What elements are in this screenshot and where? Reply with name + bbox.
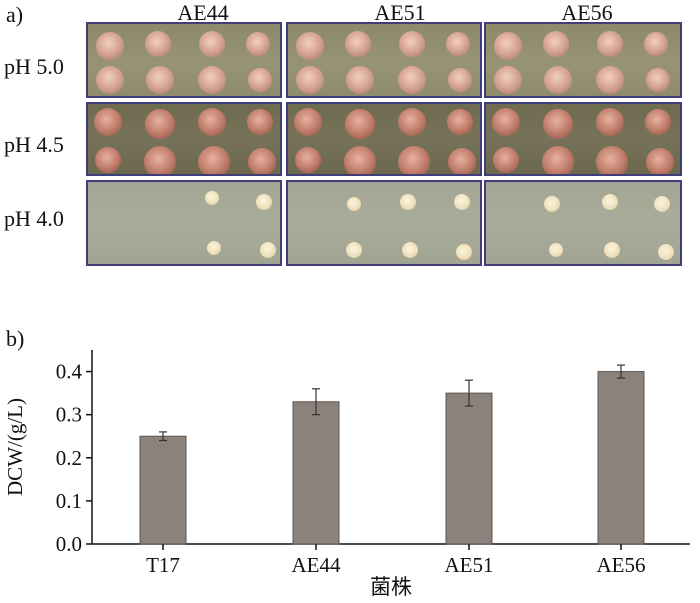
colony-spot: [596, 146, 628, 174]
colony-spot: [248, 68, 272, 92]
colony-spot: [146, 66, 174, 94]
colony-spot: [345, 109, 375, 139]
colony-spot: [296, 32, 324, 60]
colony-spot: [492, 108, 520, 136]
colony-spot: [346, 66, 374, 94]
colony-spot: [198, 108, 226, 136]
y-tick-label: 0.4: [56, 360, 83, 384]
colony-spot: [347, 197, 361, 211]
row-label-ph45: pH 4.5: [4, 132, 64, 157]
colony-spot: [248, 148, 276, 174]
colony-spot: [94, 108, 122, 136]
colony-spot: [454, 194, 470, 210]
colony-spot: [543, 31, 569, 57]
panel-b-label: b): [6, 326, 25, 351]
x-axis-title: 菌株: [370, 575, 412, 599]
spot-assay-grid: [86, 18, 682, 270]
row-label-ph50: pH 5.0: [4, 54, 64, 79]
colony-spot: [96, 66, 124, 94]
colony-spot: [542, 146, 574, 174]
colony-spot: [644, 32, 668, 56]
colony-spot: [199, 31, 225, 57]
column-header-ae51: AE51: [374, 0, 426, 25]
plate-ph45-ae44: [86, 102, 282, 176]
colony-spot: [447, 109, 473, 135]
colony-spot: [456, 244, 472, 260]
colony-spot: [145, 109, 175, 139]
x-tick-label: AE44: [292, 553, 341, 577]
colony-spot: [260, 242, 276, 258]
plate-ph50-ae56: [484, 22, 682, 98]
colony-spot: [646, 68, 670, 92]
colony-spot: [604, 242, 620, 258]
plate-ph40-ae51: [286, 180, 482, 266]
colony-spot: [544, 66, 572, 94]
colony-spot: [446, 32, 470, 56]
y-tick-label: 0.3: [56, 403, 82, 427]
colony-spot: [344, 146, 376, 174]
colony-spot: [398, 66, 426, 94]
y-axis-title: DCW/(g/L): [3, 398, 27, 496]
bar-t17: [139, 435, 187, 545]
colony-spot: [646, 148, 674, 174]
colony-spot: [295, 147, 321, 173]
dcw-bar-chart: 0.0 0.1 0.2 0.3 0.4 T17 AE44 AE51 AE56 菌株 DCW/(g/L…: [3, 350, 690, 599]
colony-spot: [207, 241, 221, 255]
bar-ae51: [445, 392, 493, 545]
colony-spot: [448, 148, 476, 174]
colony-spot: [144, 146, 176, 174]
plate-ph50-ae44: [86, 22, 282, 98]
colony-spot: [398, 146, 430, 174]
colony-spot: [294, 108, 322, 136]
colony-spot: [402, 242, 418, 258]
panel-a-label: a): [6, 2, 24, 27]
colony-spot: [494, 32, 522, 60]
colony-spot: [247, 109, 273, 135]
bar-ae44: [292, 401, 340, 545]
colony-spot: [645, 109, 671, 135]
colony-spot: [596, 108, 624, 136]
colony-spot: [543, 109, 573, 139]
colony-spot: [602, 194, 618, 210]
y-tick-label: 0.1: [56, 489, 82, 513]
plate-ph50-ae51: [286, 22, 482, 98]
y-tick-label: 0.2: [56, 446, 82, 470]
colony-spot: [346, 242, 362, 258]
colony-spot: [596, 66, 624, 94]
plate-ph40-ae44: [86, 180, 282, 266]
colony-spot: [493, 147, 519, 173]
colony-spot: [296, 66, 324, 94]
colony-spot: [400, 194, 416, 210]
plate-ph45-ae56: [484, 102, 682, 176]
colony-spot: [198, 146, 230, 174]
colony-spot: [549, 243, 563, 257]
colony-spot: [205, 191, 219, 205]
colony-spot: [658, 244, 674, 260]
plate-ph45-ae51: [286, 102, 482, 176]
plate-ph40-ae56: [484, 180, 682, 266]
colony-spot: [494, 66, 522, 94]
colony-spot: [256, 194, 272, 210]
bar-ae56: [597, 371, 645, 545]
colony-spot: [544, 196, 560, 212]
column-header-ae56: AE56: [561, 0, 613, 25]
colony-spot: [246, 32, 270, 56]
colony-spot: [198, 66, 226, 94]
colony-spot: [95, 147, 121, 173]
colony-spot: [399, 31, 425, 57]
column-header-ae44: AE44: [177, 0, 229, 25]
colony-spot: [448, 68, 472, 92]
x-tick-label: AE51: [445, 553, 494, 577]
x-tick-label: AE56: [597, 553, 646, 577]
colony-spot: [597, 31, 623, 57]
colony-spot: [345, 31, 371, 57]
colony-spot: [145, 31, 171, 57]
colony-spot: [654, 196, 670, 212]
colony-spot: [96, 32, 124, 60]
x-tick-label: T17: [146, 553, 180, 577]
colony-spot: [398, 108, 426, 136]
y-tick-label: 0.0: [56, 532, 82, 556]
row-label-ph40: pH 4.0: [4, 206, 64, 231]
